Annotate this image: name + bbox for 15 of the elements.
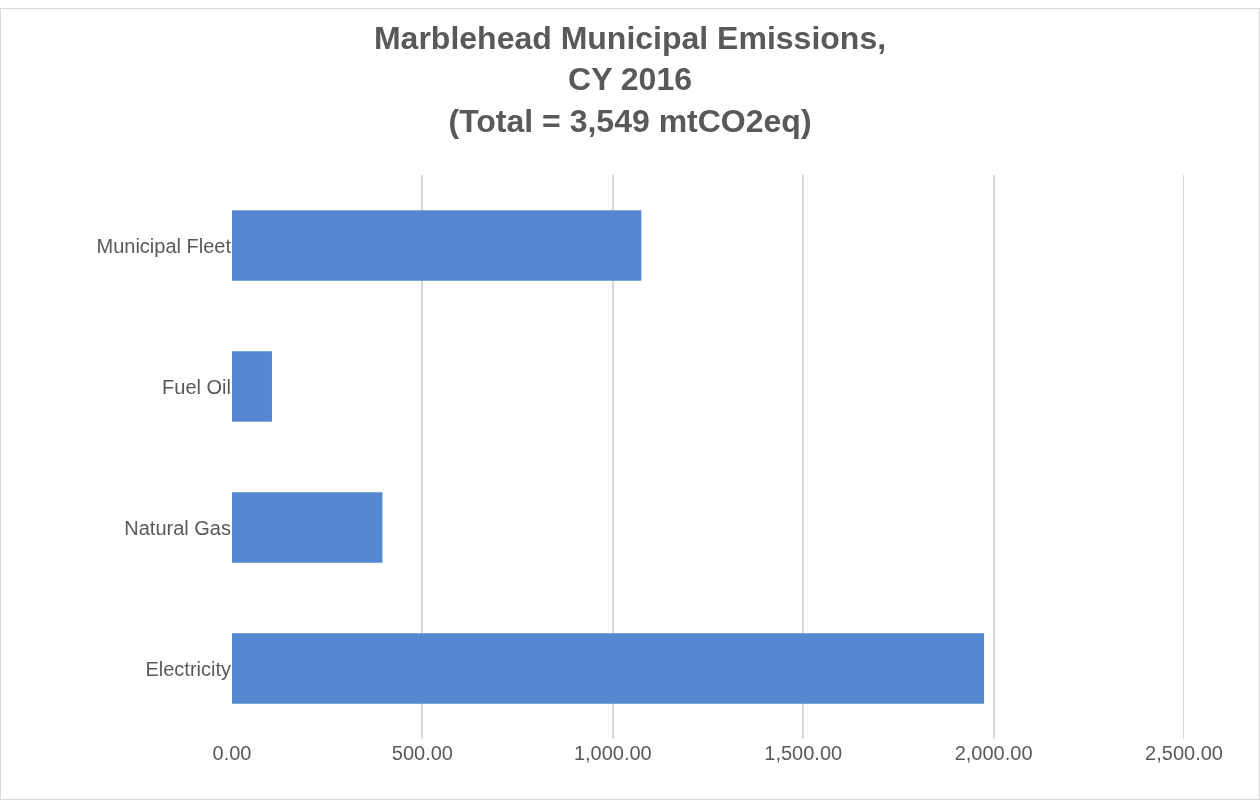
y-tick-label: Municipal Fleet — [96, 234, 232, 257]
bar — [232, 492, 383, 563]
x-tick-label: 1,000.00 — [573, 742, 652, 764]
y-tick-label: Fuel Oil — [162, 375, 231, 398]
x-tick-label: 2,000.00 — [954, 742, 1033, 764]
bar — [232, 351, 272, 422]
x-tick-label: 2,500.00 — [1145, 742, 1223, 764]
y-tick-label: Natural Gas — [124, 516, 231, 539]
y-tick-label: Electricity — [145, 657, 231, 680]
x-tick-label: 0.00 — [212, 742, 252, 764]
bar — [232, 210, 642, 281]
x-tick-label: 1,500.00 — [764, 742, 843, 764]
chart-title: Marblehead Municipal Emissions, CY 2016 (Total = 3,549 mtCO2eq) — [373, 19, 887, 139]
x-tick-label: 500.00 — [391, 742, 453, 764]
bar — [232, 633, 985, 704]
